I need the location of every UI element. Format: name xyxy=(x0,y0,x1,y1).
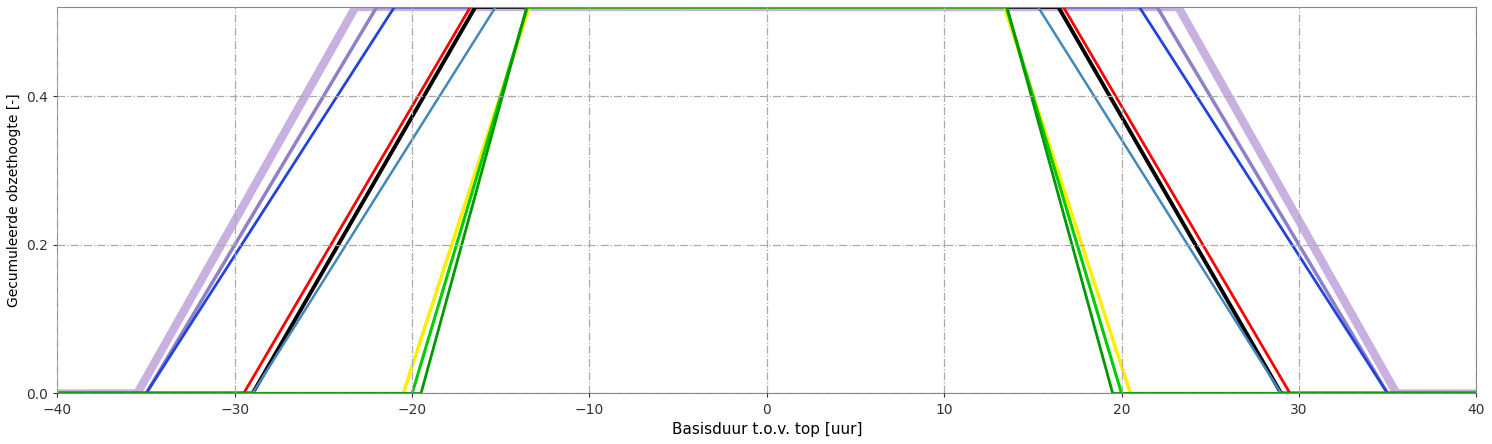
Y-axis label: Gecumuleerde obzethoogte [-]: Gecumuleerde obzethoogte [-] xyxy=(7,93,21,307)
X-axis label: Basisduur t.o.v. top [uur]: Basisduur t.o.v. top [uur] xyxy=(671,422,862,437)
